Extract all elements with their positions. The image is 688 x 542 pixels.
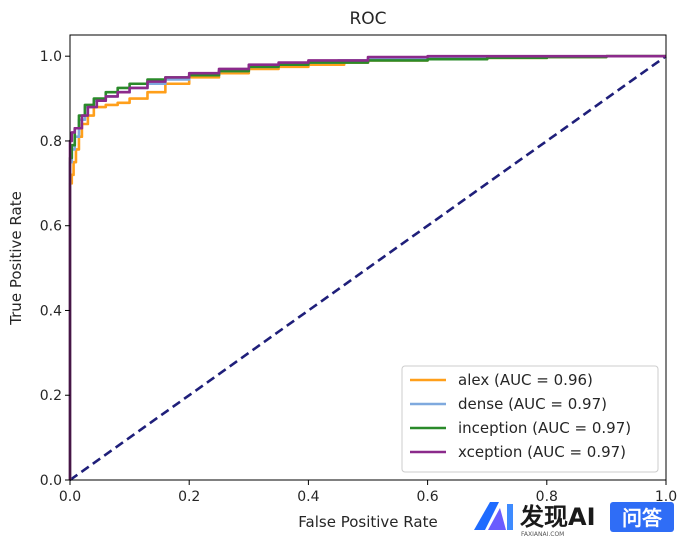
legend-label-3: xception (AUC = 0.97) — [458, 443, 626, 461]
series-line-3 — [68, 54, 666, 480]
x-tick-label-3: 0.6 — [416, 489, 438, 505]
chart-title: ROC — [349, 9, 386, 29]
watermark: 发现AI FAXIANAI.COM 问答 — [474, 502, 674, 538]
plot-frame — [69, 34, 667, 481]
legend-label-0: alex (AUC = 0.96) — [458, 371, 593, 389]
baseline-line — [69, 55, 667, 482]
watermark-domain: FAXIANAI.COM — [521, 531, 564, 538]
plot-area: 0.0 0.2 0.4 0.6 0.8 1.0 0.0 0.2 0.4 0.6 0.8 1.0 — [40, 34, 677, 505]
x-axis-label: False Positive Rate — [298, 513, 437, 531]
legend: alex (AUC = 0.96) dense (AUC = 0.97) incep… — [401, 365, 659, 473]
y-tick-label-2: 0.4 — [40, 303, 62, 319]
y-axis-label: True Positive Rate — [7, 191, 25, 326]
legend-label-2: inception (AUC = 0.97) — [458, 419, 631, 437]
x-tick-label-4: 0.8 — [536, 489, 558, 505]
y-tick-label-4: 0.8 — [40, 134, 62, 150]
y-tick-label-1: 0.2 — [40, 388, 62, 404]
qa-button[interactable] — [610, 502, 674, 532]
y-tick-label-3: 0.6 — [40, 219, 62, 235]
legend-box — [401, 365, 659, 473]
y-tick-label-5: 1.0 — [40, 49, 62, 65]
qa-button-label: 问答 — [622, 506, 663, 530]
legend-label-1: dense (AUC = 0.97) — [458, 395, 607, 413]
watermark-brand: 发现AI — [519, 503, 596, 531]
x-tick-label-0: 0.0 — [59, 489, 81, 505]
y-tick-label-0: 0.0 — [40, 473, 62, 489]
x-tick-label-1: 0.2 — [178, 489, 200, 505]
x-tick-label-2: 0.4 — [297, 489, 319, 505]
watermark-logo-icon — [474, 502, 513, 530]
x-tick-label-5: 1.0 — [655, 489, 677, 505]
